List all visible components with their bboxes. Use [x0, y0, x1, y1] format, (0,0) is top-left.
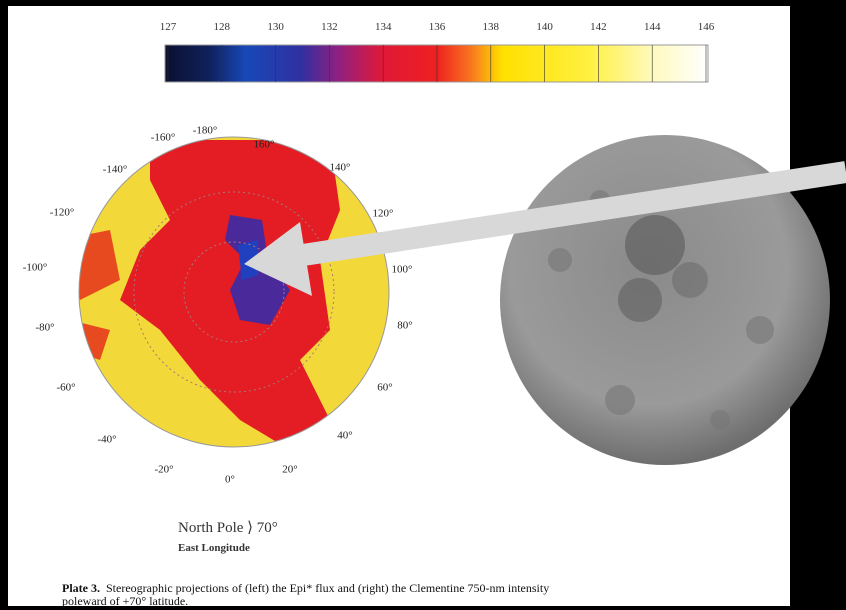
caption-label: Plate 3. — [62, 581, 100, 595]
colorbar-tick-label: 130 — [267, 21, 284, 33]
longitude-label: 0° — [225, 474, 235, 486]
longitude-label: 160° — [254, 139, 275, 151]
colorbar-tick-label: 136 — [429, 21, 446, 33]
page: 127128130132134136138140142144146 -180° … — [0, 0, 846, 610]
longitude-label: -80° — [35, 322, 54, 334]
longitude-label: -180° — [193, 125, 218, 137]
longitude-label: -40° — [97, 434, 116, 446]
longitude-label: -120° — [50, 207, 75, 219]
longitude-label: -160° — [151, 132, 176, 144]
longitude-label: 60° — [377, 382, 392, 394]
colorbar-tick-label: 128 — [214, 21, 231, 33]
colorbar-tick-label: 146 — [698, 21, 715, 33]
longitude-label: 20° — [282, 464, 297, 476]
colorbar-tick-label: 140 — [536, 21, 553, 33]
longitude-label: -140° — [103, 164, 128, 176]
caption-text: Stereographic projections of (left) the … — [62, 581, 549, 608]
longitude-label: -20° — [154, 464, 173, 476]
longitude-label: 100° — [392, 264, 413, 276]
caption: Plate 3. Stereographic projections of (l… — [62, 582, 582, 608]
projection-subtitle: East Longitude — [178, 542, 250, 554]
longitude-label: 120° — [373, 208, 394, 220]
longitude-label: 40° — [337, 430, 352, 442]
longitude-label: -60° — [56, 382, 75, 394]
colorbar-tick-label: 144 — [644, 21, 661, 33]
longitude-label: -100° — [23, 262, 48, 274]
colorbar-tick-label: 138 — [483, 21, 500, 33]
colorbar-tick-label: 127 — [160, 21, 177, 33]
longitude-label: 80° — [397, 320, 412, 332]
colorbar-tick-label: 132 — [321, 21, 338, 33]
colorbar-gradient — [165, 45, 708, 82]
longitude-label: 140° — [330, 162, 351, 174]
figure: 127128130132134136138140142144146 -180° … — [0, 0, 846, 610]
colorbar-tick-label: 134 — [375, 21, 392, 33]
projection-title: North Pole ⟩ 70° — [178, 520, 278, 536]
colorbar-tick-label: 142 — [590, 21, 607, 33]
